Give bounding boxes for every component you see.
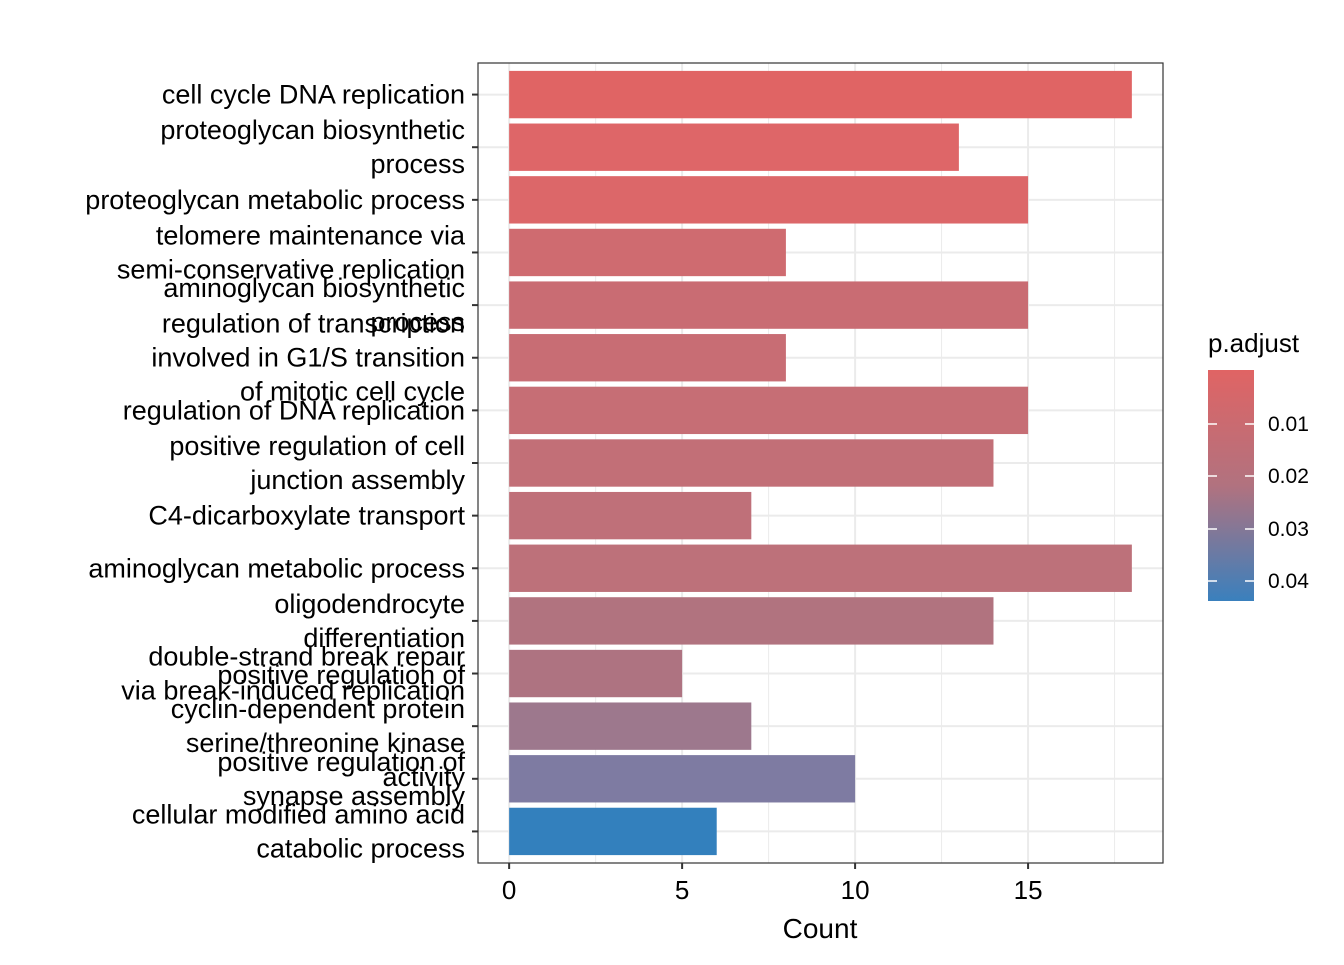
category-label-line: positive regulation of (217, 747, 465, 777)
category-label-line: activity (382, 762, 465, 792)
category-label: telomere maintenance via semi-conservativ… (117, 220, 466, 284)
legend-tick-label: 0.01 (1268, 413, 1309, 436)
category-label: proteoglycan biosynthetic process (160, 115, 465, 179)
category-label-line: process (370, 149, 465, 179)
category-label-line: serine/threonine kinase (186, 728, 465, 758)
y-axis: cell cycle DNA replication proteoglycan b… (85, 80, 478, 863)
category-label: aminoglycan biosynthetic process (163, 273, 465, 337)
category-label-line: cell cycle DNA replication (162, 80, 465, 110)
category-label: positive regulation of cyclin-dependent p… (171, 660, 466, 792)
bar (509, 491, 752, 540)
category-label-line: semi-conservative replication (117, 254, 465, 284)
category-label-line: regulation of DNA replication (123, 395, 465, 425)
category-label: proteoglycan metabolic process (85, 185, 465, 215)
category-label-line: double-strand break repair (148, 642, 465, 672)
bar-layer (509, 70, 1132, 856)
category-label-line: synapse assembly (243, 781, 466, 811)
category-label-line: of mitotic cell cycle (240, 377, 465, 407)
bar (509, 386, 1029, 435)
category-label-line: process (370, 307, 465, 337)
category-label-line: proteoglycan metabolic process (85, 185, 465, 215)
bar (509, 70, 1132, 119)
category-label: positive regulation of synapse assembly (217, 747, 465, 811)
category-label: regulation of transcription involved in G… (151, 309, 465, 407)
category-label-line: positive regulation of cell (169, 431, 465, 461)
x-tick-label: 15 (1014, 875, 1043, 905)
category-label-line: proteoglycan biosynthetic (160, 115, 465, 145)
bar (509, 176, 1029, 224)
bar (509, 439, 994, 487)
category-label: double-strand break repair via break-indu… (121, 642, 465, 706)
bar (509, 755, 856, 803)
category-label: cellular modified amino acid catabolic pr… (132, 799, 465, 863)
legend-colorbar (1208, 370, 1254, 601)
category-label-line: differentiation (303, 623, 465, 653)
bar (509, 123, 959, 171)
legend-title: p.adjust (1208, 328, 1300, 358)
legend: p.adjust 0.01 0.02 0.03 0.04 (1208, 328, 1309, 601)
category-label-line: telomere maintenance via (156, 220, 466, 250)
category-label: positive regulation of cell junction asse… (169, 431, 465, 495)
category-label-line: catabolic process (256, 833, 465, 863)
category-label: oligodendrocyte differentiation (274, 589, 465, 653)
legend-ticks: 0.01 0.02 0.03 0.04 (1208, 413, 1309, 593)
category-label-line: cyclin-dependent protein (171, 694, 465, 724)
x-axis: 0 5 10 15 (502, 863, 1043, 905)
legend-tick-label: 0.03 (1268, 518, 1309, 541)
category-label: aminoglycan metabolic process (88, 553, 465, 583)
bar (509, 649, 683, 698)
category-label: regulation of DNA replication (123, 395, 465, 425)
category-label-line: junction assembly (249, 465, 465, 495)
category-label-line: via break-induced replication (121, 676, 465, 706)
category-label-line: involved in G1/S transition (151, 343, 465, 373)
category-label-line: cellular modified amino acid (132, 799, 465, 829)
x-tick-label: 10 (841, 875, 870, 905)
x-axis-title: Count (783, 913, 858, 944)
x-tick-label: 5 (675, 875, 689, 905)
category-label-line: oligodendrocyte (274, 589, 465, 619)
bar (509, 544, 1132, 592)
category-label-line: C4-dicarboxylate transport (148, 501, 465, 531)
category-label: C4-dicarboxylate transport (148, 501, 465, 531)
legend-tick-label: 0.02 (1268, 465, 1309, 488)
legend-tick-label: 0.04 (1268, 570, 1309, 593)
category-label-line: aminoglycan metabolic process (88, 553, 465, 583)
category-label-line: positive regulation of (217, 660, 465, 690)
category-label-line: aminoglycan biosynthetic (163, 273, 465, 303)
bar (509, 228, 786, 277)
x-tick-label: 0 (502, 875, 516, 905)
category-label: cell cycle DNA replication (162, 80, 465, 110)
bar (509, 702, 752, 750)
bar (509, 334, 786, 382)
bar (509, 807, 717, 856)
bar (509, 597, 994, 645)
bar (509, 281, 1029, 329)
category-label-line: regulation of transcription (162, 309, 465, 339)
